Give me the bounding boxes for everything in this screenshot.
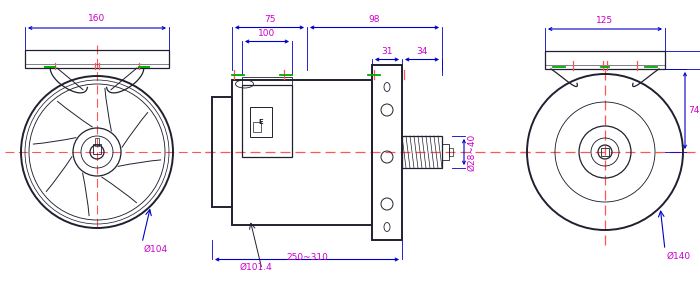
- Bar: [449, 148, 453, 156]
- Text: Ø104: Ø104: [144, 245, 168, 254]
- Bar: [242, 77, 292, 85]
- Text: 125: 125: [596, 16, 614, 25]
- Bar: [212, 97, 232, 207]
- Text: 98: 98: [369, 14, 380, 23]
- Text: Ø101.4: Ø101.4: [240, 262, 273, 272]
- Text: 160: 160: [88, 14, 106, 23]
- Bar: [442, 144, 449, 160]
- Bar: [250, 107, 272, 137]
- Text: Ø28~40: Ø28~40: [467, 134, 476, 171]
- Text: 31: 31: [382, 47, 393, 56]
- Bar: [93, 144, 101, 154]
- Bar: [545, 51, 665, 69]
- Bar: [242, 85, 292, 157]
- Text: 75: 75: [264, 14, 275, 23]
- Text: 250~310: 250~310: [286, 254, 328, 262]
- Text: E: E: [258, 119, 263, 125]
- Text: 74: 74: [688, 106, 699, 115]
- Bar: [95, 138, 99, 146]
- Text: Ø140: Ø140: [667, 252, 691, 261]
- Bar: [402, 136, 442, 168]
- Bar: [372, 64, 402, 239]
- Text: 34: 34: [416, 47, 428, 56]
- Bar: [601, 148, 609, 156]
- Text: 100: 100: [258, 28, 276, 38]
- Bar: [25, 50, 169, 68]
- Bar: [232, 80, 372, 224]
- Bar: [253, 122, 261, 132]
